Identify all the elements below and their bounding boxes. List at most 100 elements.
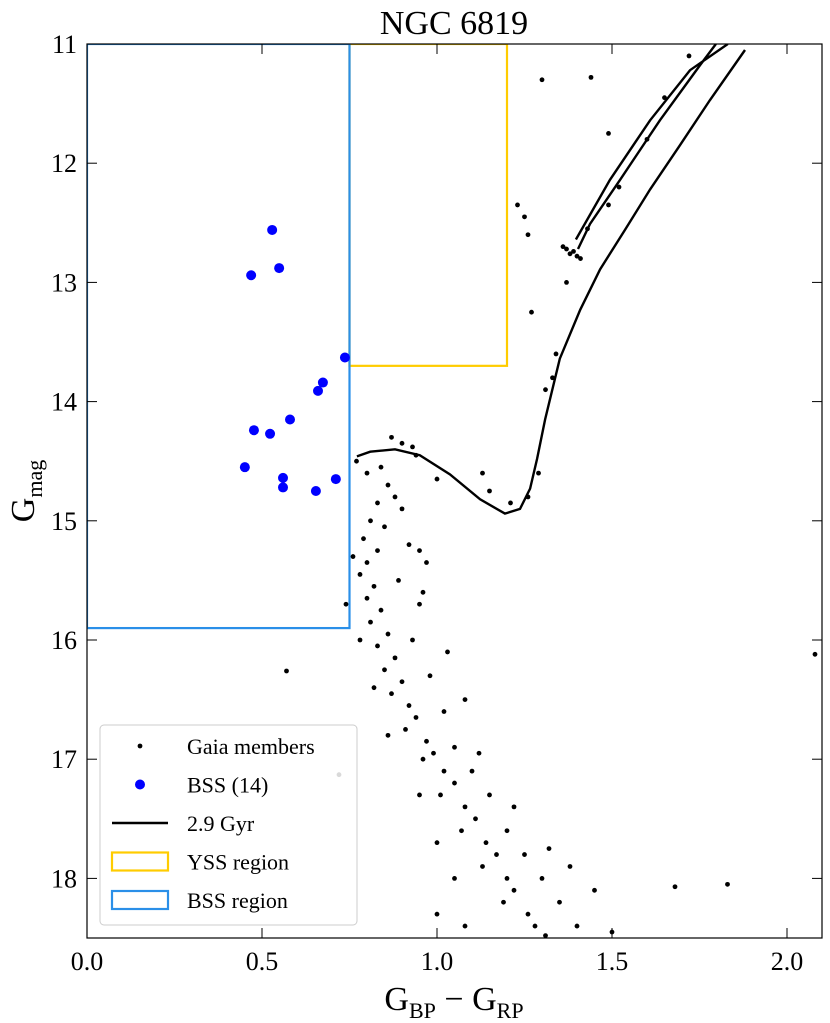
data-point [522, 214, 527, 220]
data-point [515, 202, 520, 208]
data-point [487, 792, 492, 798]
data-point [686, 53, 692, 59]
data-point [578, 256, 583, 261]
y-label-sub: mag [22, 460, 47, 498]
legend-marker [110, 851, 170, 872]
data-point [389, 434, 394, 440]
data-point [434, 911, 440, 917]
data-point [483, 840, 489, 846]
y-label-part: G [5, 498, 42, 523]
axes: 0.0 0.5 1.0 1.5 2.0 11 12 13 14 15 16 17 18 [51, 30, 822, 976]
data-point [265, 428, 276, 439]
x-label-part: − G [436, 981, 497, 1018]
data-point [672, 884, 678, 890]
data-point [522, 852, 527, 857]
legend-label: BSS region [187, 888, 288, 913]
data-point [501, 899, 506, 905]
y-tick-label: 13 [51, 268, 77, 297]
y-tick-label: 17 [51, 745, 77, 774]
data-point [588, 74, 594, 80]
data-point [354, 458, 359, 464]
data-point [267, 224, 278, 235]
y-tick-label: 16 [51, 626, 77, 655]
data-point [504, 876, 510, 881]
data-point [494, 852, 499, 857]
legend-label: Gaia members [187, 734, 315, 759]
data-point [441, 709, 447, 714]
data-point [278, 482, 288, 493]
data-point [539, 77, 545, 83]
data-point [529, 309, 534, 315]
data-point [424, 560, 429, 565]
data-point [375, 643, 380, 649]
y-tick-label: 12 [51, 149, 77, 178]
data-point [248, 425, 259, 436]
data-point [424, 738, 429, 744]
data-point [413, 715, 419, 720]
data-point [525, 494, 531, 500]
data-point [427, 673, 433, 679]
data-point [445, 649, 450, 655]
data-point [396, 578, 401, 583]
data-point [389, 691, 394, 697]
y-tick-label: 18 [51, 864, 77, 893]
data-point [361, 536, 366, 542]
x-tick-label: 0.5 [246, 947, 279, 976]
data-point [385, 482, 391, 488]
data-point [350, 554, 356, 559]
data-point [431, 750, 436, 756]
y-tick-label: 11 [52, 30, 77, 59]
data-point [434, 840, 440, 846]
data-point [438, 792, 443, 798]
data-point [410, 637, 415, 643]
data-point [606, 131, 611, 136]
data-point [375, 500, 380, 506]
data-point [434, 476, 440, 482]
data-point [592, 887, 597, 893]
data-point [410, 444, 415, 450]
data-point [364, 595, 370, 601]
x-label-sub: BP [409, 998, 436, 1023]
plot-frame [86, 43, 823, 939]
legend-marker [135, 779, 145, 790]
region [87, 44, 351, 630]
data-point [371, 685, 377, 691]
data-point [452, 780, 457, 786]
data-point [543, 387, 548, 393]
data-point [567, 864, 573, 869]
isochrone [356, 44, 746, 515]
data-point [343, 601, 349, 607]
data-point [392, 494, 398, 500]
data-point [574, 923, 580, 929]
data-point [403, 727, 408, 732]
data-point [413, 452, 419, 458]
data-point [392, 655, 398, 661]
data-point [420, 756, 426, 762]
data-point [585, 226, 590, 232]
data-point [662, 95, 667, 101]
data-point [278, 472, 288, 483]
data-point [406, 703, 412, 708]
data-point [480, 470, 485, 476]
data-point [382, 667, 387, 673]
legend-label: YSS region [187, 850, 289, 875]
data-point [462, 923, 468, 929]
data-point [487, 488, 492, 494]
data-point [553, 351, 559, 357]
data-point [812, 651, 818, 657]
x-tick-label: 1.0 [421, 947, 454, 976]
data-point [564, 246, 569, 252]
data-point [567, 251, 573, 257]
y-axis-label: Gmag [5, 460, 47, 522]
data-point [285, 414, 295, 425]
data-point [385, 631, 391, 637]
data-point [536, 470, 541, 476]
data-point [459, 828, 464, 834]
data-point [606, 202, 611, 208]
data-point [339, 352, 350, 363]
data-point [382, 524, 387, 530]
data-point [532, 923, 538, 929]
x-tick-label: 2.0 [771, 947, 804, 976]
